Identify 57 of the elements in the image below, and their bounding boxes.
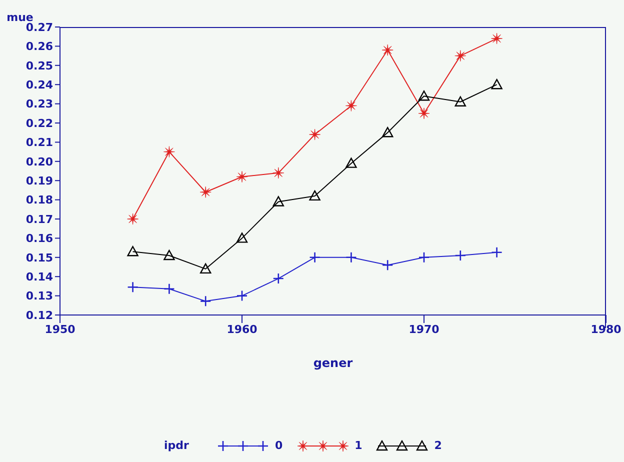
legend-label: 0 bbox=[274, 439, 283, 452]
y-tick-label: 0.26 bbox=[26, 40, 54, 54]
y-tick-label: 0.14 bbox=[26, 270, 54, 284]
point bbox=[454, 250, 466, 262]
point bbox=[200, 296, 212, 307]
point bbox=[418, 90, 430, 101]
x-tick-label: 1950 bbox=[44, 322, 76, 336]
y-tick-label: 0.15 bbox=[26, 251, 53, 264]
y-tick-label: 0.17 bbox=[26, 212, 53, 226]
point bbox=[454, 96, 466, 106]
point bbox=[491, 32, 502, 44]
point bbox=[127, 246, 138, 256]
y-tick-label: 0.13 bbox=[26, 290, 53, 303]
y-tick-label: 0.24 bbox=[26, 78, 54, 92]
point bbox=[127, 282, 138, 293]
point bbox=[418, 108, 430, 120]
y-tick-label: 0.20 bbox=[26, 155, 54, 168]
point bbox=[236, 232, 248, 243]
point bbox=[382, 127, 394, 138]
point bbox=[491, 79, 502, 90]
y-tick-label: 0.18 bbox=[26, 194, 53, 207]
point bbox=[418, 252, 430, 264]
x-axis-title: gener bbox=[313, 356, 353, 370]
point bbox=[346, 158, 357, 168]
point bbox=[346, 100, 357, 112]
point bbox=[236, 290, 248, 302]
point bbox=[272, 272, 284, 284]
point bbox=[454, 50, 466, 62]
y-tick-label: 0.19 bbox=[26, 174, 53, 188]
point bbox=[382, 44, 394, 56]
point bbox=[236, 171, 248, 182]
legend-title: ipdr bbox=[164, 439, 189, 452]
legend-label: 1 bbox=[354, 439, 362, 452]
x-tick-label: 1960 bbox=[226, 322, 258, 336]
point bbox=[309, 128, 320, 140]
y-tick-label: 0.23 bbox=[26, 98, 53, 111]
point bbox=[346, 252, 357, 264]
point bbox=[272, 167, 284, 179]
point bbox=[164, 283, 175, 295]
point bbox=[309, 190, 320, 201]
point bbox=[164, 250, 175, 260]
y-tick-label: 0.21 bbox=[26, 136, 53, 150]
point bbox=[272, 196, 284, 206]
point bbox=[127, 213, 138, 225]
point bbox=[309, 252, 320, 264]
y-tick-label: 0.22 bbox=[26, 116, 53, 130]
x-tick-label: 1970 bbox=[408, 322, 440, 336]
point bbox=[491, 246, 502, 258]
legend-label: 2 bbox=[434, 439, 442, 452]
y-tick-label: 0.16 bbox=[26, 232, 54, 246]
y-tick-label: 0.25 bbox=[26, 59, 53, 72]
point bbox=[200, 186, 212, 198]
point bbox=[382, 259, 394, 271]
x-tick-label: 1980 bbox=[590, 322, 622, 336]
y-tick-label: 0.12 bbox=[26, 308, 53, 322]
point bbox=[200, 263, 212, 274]
point bbox=[164, 146, 175, 158]
